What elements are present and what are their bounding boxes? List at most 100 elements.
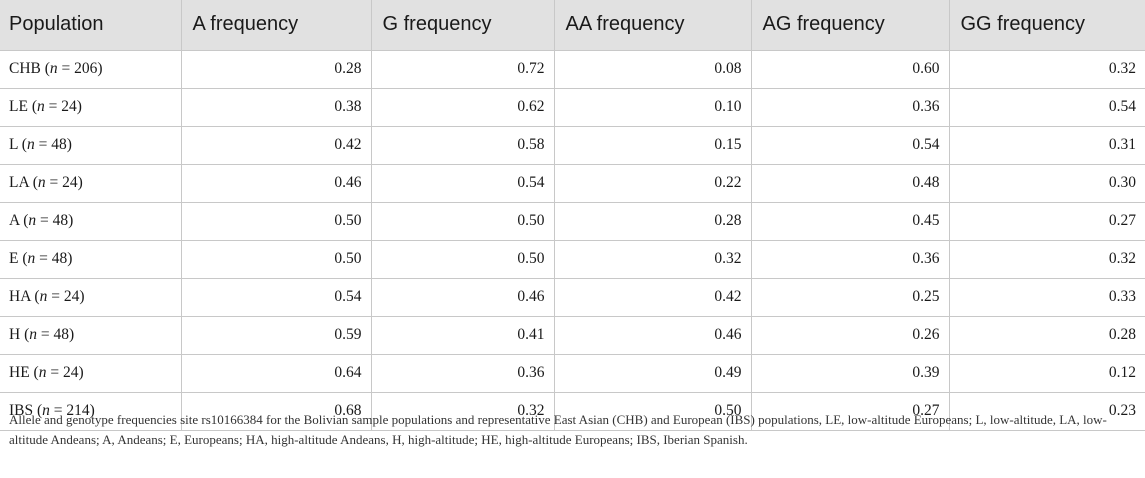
aa-frequency-cell: 0.46 xyxy=(553,316,751,355)
gg-frequency-cell: 0.28 xyxy=(948,316,1145,355)
population-cell: E (n = 48) xyxy=(0,240,181,279)
table-row: HE (n = 24) 0.64 0.36 0.49 0.39 0.12 xyxy=(0,354,1145,393)
g-frequency-cell: 0.46 xyxy=(370,278,554,317)
gg-frequency-cell: 0.32 xyxy=(948,50,1145,89)
aa-frequency-cell: 0.28 xyxy=(553,202,751,241)
gg-frequency-cell: 0.33 xyxy=(948,278,1145,317)
ag-frequency-cell: 0.36 xyxy=(750,88,949,127)
gg-frequency-cell: 0.30 xyxy=(948,164,1145,203)
ag-frequency-cell: 0.54 xyxy=(750,126,949,165)
g-frequency-cell: 0.62 xyxy=(370,88,554,127)
sample-size: 24 xyxy=(62,364,79,381)
sample-size: 48 xyxy=(52,212,69,229)
g-frequency-cell: 0.32 xyxy=(370,392,554,431)
table-row: IBS (n = 214) 0.68 0.32 0.50 0.27 0.23 xyxy=(0,392,1145,431)
g-frequency-cell: 0.58 xyxy=(370,126,554,165)
table-header-row: Population A frequency G frequency AA fr… xyxy=(0,0,1145,51)
sample-size-symbol: n xyxy=(42,402,50,419)
table-row: CHB (n = 206) 0.28 0.72 0.08 0.60 0.32 xyxy=(0,50,1145,89)
gg-frequency-cell: 0.32 xyxy=(948,240,1145,279)
header-ag-frequency: AG frequency xyxy=(750,0,949,51)
ag-frequency-cell: 0.25 xyxy=(750,278,949,317)
sample-size: 48 xyxy=(51,250,68,267)
ag-frequency-cell: 0.39 xyxy=(750,354,949,393)
population-code: CHB xyxy=(9,60,41,77)
population-cell: LE (n = 24) xyxy=(0,88,181,127)
sample-size-symbol: n xyxy=(39,288,48,305)
population-code: LA xyxy=(9,174,29,191)
header-population: Population xyxy=(0,0,181,51)
aa-frequency-cell: 0.10 xyxy=(553,88,751,127)
a-frequency-cell: 0.54 xyxy=(180,278,371,317)
aa-frequency-cell: 0.32 xyxy=(553,240,751,279)
a-frequency-cell: 0.50 xyxy=(180,240,371,279)
table-row: A (n = 48) 0.50 0.50 0.28 0.45 0.27 xyxy=(0,202,1145,241)
g-frequency-cell: 0.36 xyxy=(370,354,554,393)
table-row: LE (n = 24) 0.38 0.62 0.10 0.36 0.54 xyxy=(0,88,1145,127)
sample-size: 214 xyxy=(66,402,90,419)
ag-frequency-cell: 0.26 xyxy=(750,316,949,355)
aa-frequency-cell: 0.15 xyxy=(553,126,751,165)
population-cell: HA (n = 24) xyxy=(0,278,181,317)
table-row: H (n = 48) 0.59 0.41 0.46 0.26 0.28 xyxy=(0,316,1145,355)
table-body: CHB (n = 206) 0.28 0.72 0.08 0.60 0.32 LE (n =… xyxy=(0,50,1145,431)
frequency-table: Population A frequency G frequency AA fr… xyxy=(0,0,1145,431)
header-a-frequency: A frequency xyxy=(180,0,371,51)
sample-size-symbol: n xyxy=(36,98,45,115)
population-cell: CHB (n = 206) xyxy=(0,50,181,89)
aa-frequency-cell: 0.22 xyxy=(553,164,751,203)
gg-frequency-cell: 0.23 xyxy=(948,392,1145,431)
ag-frequency-cell: 0.48 xyxy=(750,164,949,203)
sample-size: 48 xyxy=(53,326,70,343)
population-code: A xyxy=(9,212,20,229)
sample-size-symbol: n xyxy=(29,326,37,343)
population-code: E xyxy=(9,250,19,267)
population-cell: L (n = 48) xyxy=(0,126,181,165)
population-code: L xyxy=(9,136,18,153)
table-row: L (n = 48) 0.42 0.58 0.15 0.54 0.31 xyxy=(0,126,1145,165)
population-cell: IBS (n = 214) xyxy=(0,392,181,431)
table-caption: Allele and genotype frequencies site rs1… xyxy=(9,412,1107,447)
a-frequency-cell: 0.59 xyxy=(180,316,371,355)
g-frequency-cell: 0.50 xyxy=(370,240,554,279)
aa-frequency-cell: 0.49 xyxy=(553,354,751,393)
sample-size: 206 xyxy=(74,60,98,77)
aa-frequency-cell: 0.08 xyxy=(553,50,751,89)
ag-frequency-cell: 0.60 xyxy=(750,50,949,89)
aa-frequency-cell: 0.42 xyxy=(553,278,751,317)
sample-size-symbol: n xyxy=(38,364,47,381)
ag-frequency-cell: 0.45 xyxy=(750,202,949,241)
population-code: HE xyxy=(9,364,30,381)
gg-frequency-cell: 0.31 xyxy=(948,126,1145,165)
sample-size: 24 xyxy=(63,288,80,305)
table-row: HA (n = 24) 0.54 0.46 0.42 0.25 0.33 xyxy=(0,278,1145,317)
g-frequency-cell: 0.72 xyxy=(370,50,554,89)
gg-frequency-cell: 0.27 xyxy=(948,202,1145,241)
aa-frequency-cell: 0.50 xyxy=(553,392,751,431)
population-cell: HE (n = 24) xyxy=(0,354,181,393)
table-row: E (n = 48) 0.50 0.50 0.32 0.36 0.32 xyxy=(0,240,1145,279)
g-frequency-cell: 0.54 xyxy=(370,164,554,203)
a-frequency-cell: 0.28 xyxy=(180,50,371,89)
header-aa-frequency: AA frequency xyxy=(553,0,751,51)
sample-size-symbol: n xyxy=(28,212,37,229)
a-frequency-cell: 0.42 xyxy=(180,126,371,165)
ag-frequency-cell: 0.27 xyxy=(750,392,949,431)
ag-frequency-cell: 0.36 xyxy=(750,240,949,279)
population-code: H xyxy=(9,326,21,343)
g-frequency-cell: 0.50 xyxy=(370,202,554,241)
population-code: IBS xyxy=(9,402,34,419)
gg-frequency-cell: 0.12 xyxy=(948,354,1145,393)
sample-size-symbol: n xyxy=(26,136,35,153)
header-g-frequency: G frequency xyxy=(370,0,554,51)
sample-size-symbol: n xyxy=(49,60,58,77)
sample-size-symbol: n xyxy=(37,174,46,191)
g-frequency-cell: 0.41 xyxy=(370,316,554,355)
a-frequency-cell: 0.68 xyxy=(180,392,371,431)
population-cell: H (n = 48) xyxy=(0,316,181,355)
population-code: HA xyxy=(9,288,31,305)
a-frequency-cell: 0.38 xyxy=(180,88,371,127)
population-cell: A (n = 48) xyxy=(0,202,181,241)
sample-size-symbol: n xyxy=(27,250,36,267)
table-row: LA (n = 24) 0.46 0.54 0.22 0.48 0.30 xyxy=(0,164,1145,203)
